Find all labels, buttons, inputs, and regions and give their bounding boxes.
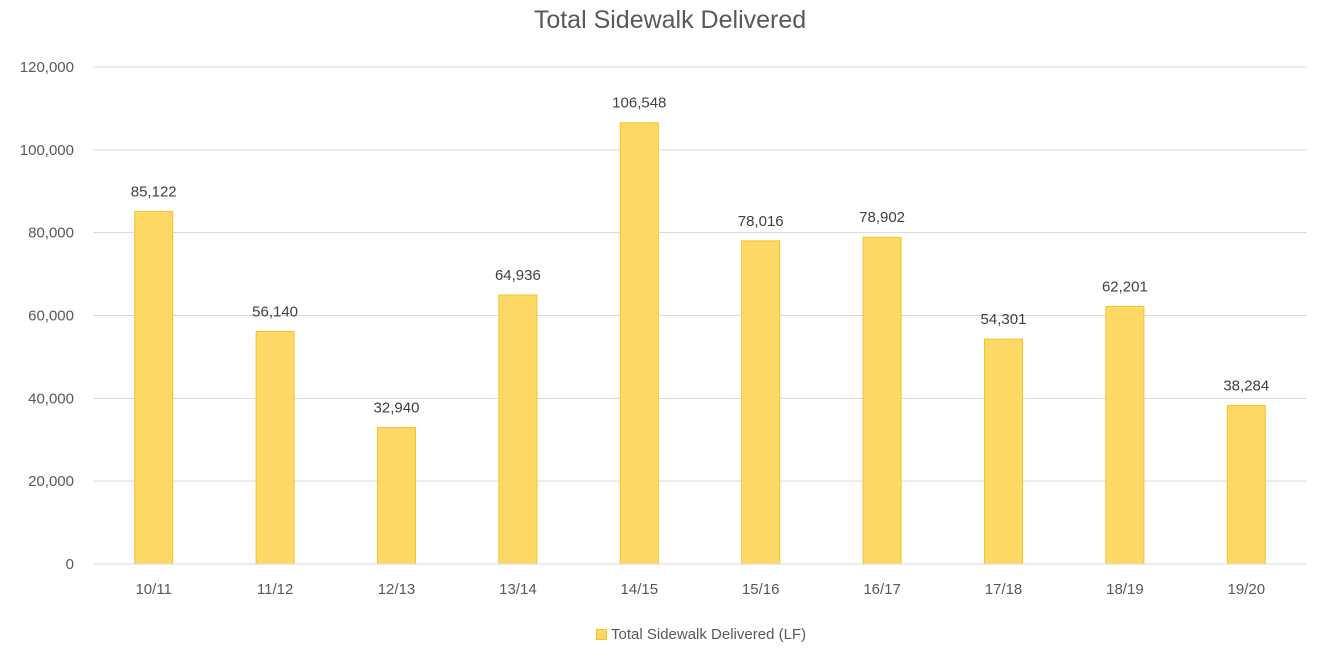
data-label: 85,122 bbox=[131, 183, 177, 200]
x-tick-label: 16/17 bbox=[863, 581, 901, 598]
data-label: 78,902 bbox=[859, 209, 905, 226]
x-tick-label: 13/14 bbox=[499, 581, 537, 598]
y-tick-label: 40,000 bbox=[28, 390, 74, 407]
x-tick-label: 12/13 bbox=[378, 581, 416, 598]
bar bbox=[1226, 404, 1266, 565]
y-tick-label: 60,000 bbox=[28, 308, 74, 325]
data-label: 106,548 bbox=[612, 95, 666, 112]
y-tick-label: 100,000 bbox=[20, 142, 74, 159]
bar bbox=[498, 294, 538, 565]
bar bbox=[1105, 305, 1145, 565]
x-tick-label: 10/11 bbox=[135, 581, 171, 598]
x-axis: 10/11 11/12 12/13 13/14 14/15 15/16 16/17 17/18… bbox=[93, 563, 1307, 598]
data-labels: 85,122 56,140 32,940 64,936 106,548 78,016 78,… bbox=[131, 95, 1269, 417]
x-tick-label: 17/18 bbox=[985, 581, 1023, 598]
y-tick-label: 80,000 bbox=[28, 225, 74, 242]
bar bbox=[377, 427, 416, 565]
bars bbox=[134, 122, 1266, 565]
chart-title: Total Sidewalk Delivered bbox=[533, 6, 807, 34]
legend: Total Sidewalk Delivered (LF) bbox=[596, 625, 816, 645]
x-tick-label: 18/19 bbox=[1106, 581, 1144, 598]
y-axis: 0 20,000 40,000 60,000 80,000 100,000 120,000 bbox=[20, 59, 74, 573]
data-label: 64,936 bbox=[495, 267, 541, 284]
y-tick-label: 120,000 bbox=[20, 59, 74, 76]
data-label: 78,016 bbox=[738, 213, 784, 230]
bar bbox=[619, 122, 659, 565]
y-tick-label: 0 bbox=[66, 556, 74, 573]
x-tick-label: 15/16 bbox=[742, 581, 780, 598]
data-label: 54,301 bbox=[981, 311, 1027, 328]
y-tick-label: 20,000 bbox=[28, 473, 74, 490]
data-label: 56,140 bbox=[252, 303, 298, 320]
bar bbox=[134, 210, 174, 565]
data-label: 38,284 bbox=[1223, 377, 1269, 394]
x-tick-label: 19/20 bbox=[1228, 581, 1266, 598]
bar bbox=[741, 240, 781, 565]
data-label: 32,940 bbox=[374, 400, 420, 417]
legend-label: Total Sidewalk Delivered (LF) bbox=[611, 626, 807, 643]
x-tick-label: 11/12 bbox=[257, 581, 293, 598]
bar bbox=[984, 338, 1023, 565]
legend-swatch bbox=[596, 629, 607, 640]
bar bbox=[862, 236, 902, 565]
x-tick-label: 14/15 bbox=[621, 581, 659, 598]
data-label: 62,201 bbox=[1102, 278, 1148, 295]
bar bbox=[255, 330, 295, 565]
